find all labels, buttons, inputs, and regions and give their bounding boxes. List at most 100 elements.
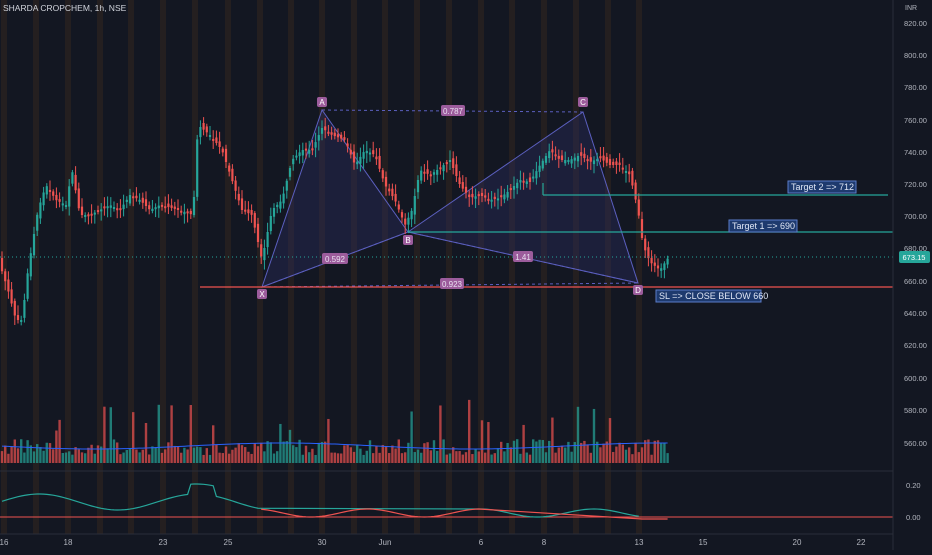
candle-body xyxy=(634,182,637,200)
candle-body xyxy=(221,148,224,153)
candle-body xyxy=(276,204,279,208)
candle-body xyxy=(388,188,391,192)
volume-bar xyxy=(32,451,36,463)
volume-bar xyxy=(116,442,119,463)
candle-body xyxy=(202,123,205,130)
candle-body xyxy=(503,194,506,200)
pattern-point-x[interactable]: X xyxy=(257,289,267,299)
candle-body xyxy=(560,155,564,160)
volume-bar xyxy=(10,446,13,463)
candle-body xyxy=(580,152,583,156)
volume-bar xyxy=(212,425,215,463)
volume-bar xyxy=(525,452,528,463)
volume-bar xyxy=(346,444,349,463)
volume-bar xyxy=(503,451,506,463)
volume-bar xyxy=(93,453,96,463)
volume-bar xyxy=(458,451,461,463)
volume-bar xyxy=(29,445,32,463)
target-1-note[interactable]: Target 1 => 690 xyxy=(728,219,798,233)
volume-bar xyxy=(647,439,650,463)
candle-body xyxy=(509,188,512,191)
pattern-point-b[interactable]: B xyxy=(403,235,413,245)
volume-bar xyxy=(388,453,391,463)
volume-bar xyxy=(100,446,103,463)
candle-body xyxy=(148,205,151,210)
candle-body xyxy=(269,216,272,232)
volume-bar xyxy=(132,412,135,463)
candle-body xyxy=(135,195,138,199)
candle-body xyxy=(173,206,176,209)
volume-bar xyxy=(448,453,452,463)
volume-bar xyxy=(244,447,247,463)
volume-bar xyxy=(416,449,420,463)
candle-body xyxy=(352,151,356,163)
oscillator-line-negative xyxy=(261,508,668,520)
candle-body xyxy=(349,149,352,155)
price-axis-ticks: 820.00 800.00 780.00 760.00 740.00 720.0… xyxy=(904,19,927,448)
candle-body xyxy=(573,157,576,161)
candle-body xyxy=(180,210,183,213)
volume-bar xyxy=(656,440,660,463)
volume-bar xyxy=(125,449,128,463)
volume-bar xyxy=(567,441,570,463)
candle-body xyxy=(624,171,628,173)
candle-body xyxy=(362,152,365,159)
volume-bar xyxy=(541,440,544,463)
candle-body xyxy=(612,161,615,165)
volume-bar xyxy=(109,407,112,463)
pattern-point-c[interactable]: C xyxy=(578,97,588,107)
current-price-text: 673.15 xyxy=(903,253,926,262)
candle-body xyxy=(340,134,343,139)
volume-bar xyxy=(58,419,61,463)
volume-bar xyxy=(653,440,656,463)
candle-body xyxy=(154,207,157,210)
volume-bar xyxy=(36,444,39,463)
candle-body xyxy=(618,162,621,165)
volume-bar xyxy=(490,454,493,463)
candle-body xyxy=(410,210,413,220)
volume-bar xyxy=(314,454,317,463)
time-tick: 18 xyxy=(64,538,73,547)
symbol-title[interactable]: SHARDA CROPCHEM, 1h, NSE xyxy=(3,3,127,13)
volume-bar xyxy=(77,449,80,463)
volume-bar xyxy=(23,452,26,463)
indicator-axis-ticks: 0.20 0.00 xyxy=(906,481,921,522)
volume-bar xyxy=(436,450,439,463)
pattern-point-d[interactable]: D xyxy=(633,285,643,295)
candle-body xyxy=(196,139,199,197)
pattern-point-a[interactable]: A xyxy=(317,97,327,107)
volume-bar xyxy=(103,406,106,463)
candle-body xyxy=(544,156,548,163)
price-tick: 560.00 xyxy=(904,439,927,448)
volume-bar xyxy=(119,454,122,463)
volume-bar xyxy=(464,452,468,463)
candle-body xyxy=(295,155,298,158)
volume-bar xyxy=(295,447,298,463)
stop-loss-note[interactable]: SL => CLOSE BELOW 660 xyxy=(655,289,768,303)
price-tick: 620.00 xyxy=(904,341,927,350)
volume-bar xyxy=(327,418,330,463)
session-band xyxy=(636,0,642,534)
volume-bar xyxy=(45,442,48,463)
volume-bar xyxy=(496,448,500,463)
volume-bar xyxy=(589,452,592,463)
volume-bar xyxy=(154,447,157,463)
volume-bar xyxy=(564,447,567,463)
volume-bar xyxy=(186,449,189,463)
candle-body xyxy=(551,149,554,153)
volume-bars xyxy=(0,399,669,463)
candle-body xyxy=(525,181,528,184)
target-2-note[interactable]: Target 2 => 712 xyxy=(787,180,857,194)
volume-bar xyxy=(304,445,308,463)
volume-bar xyxy=(138,452,141,463)
volume-bar xyxy=(397,439,400,463)
candle-body xyxy=(631,170,634,186)
candle-body xyxy=(122,204,125,210)
candle-body xyxy=(394,193,397,202)
volume-bar xyxy=(112,439,116,463)
candle-body xyxy=(452,158,455,168)
candle-body xyxy=(7,279,10,292)
volume-bar xyxy=(266,441,269,463)
